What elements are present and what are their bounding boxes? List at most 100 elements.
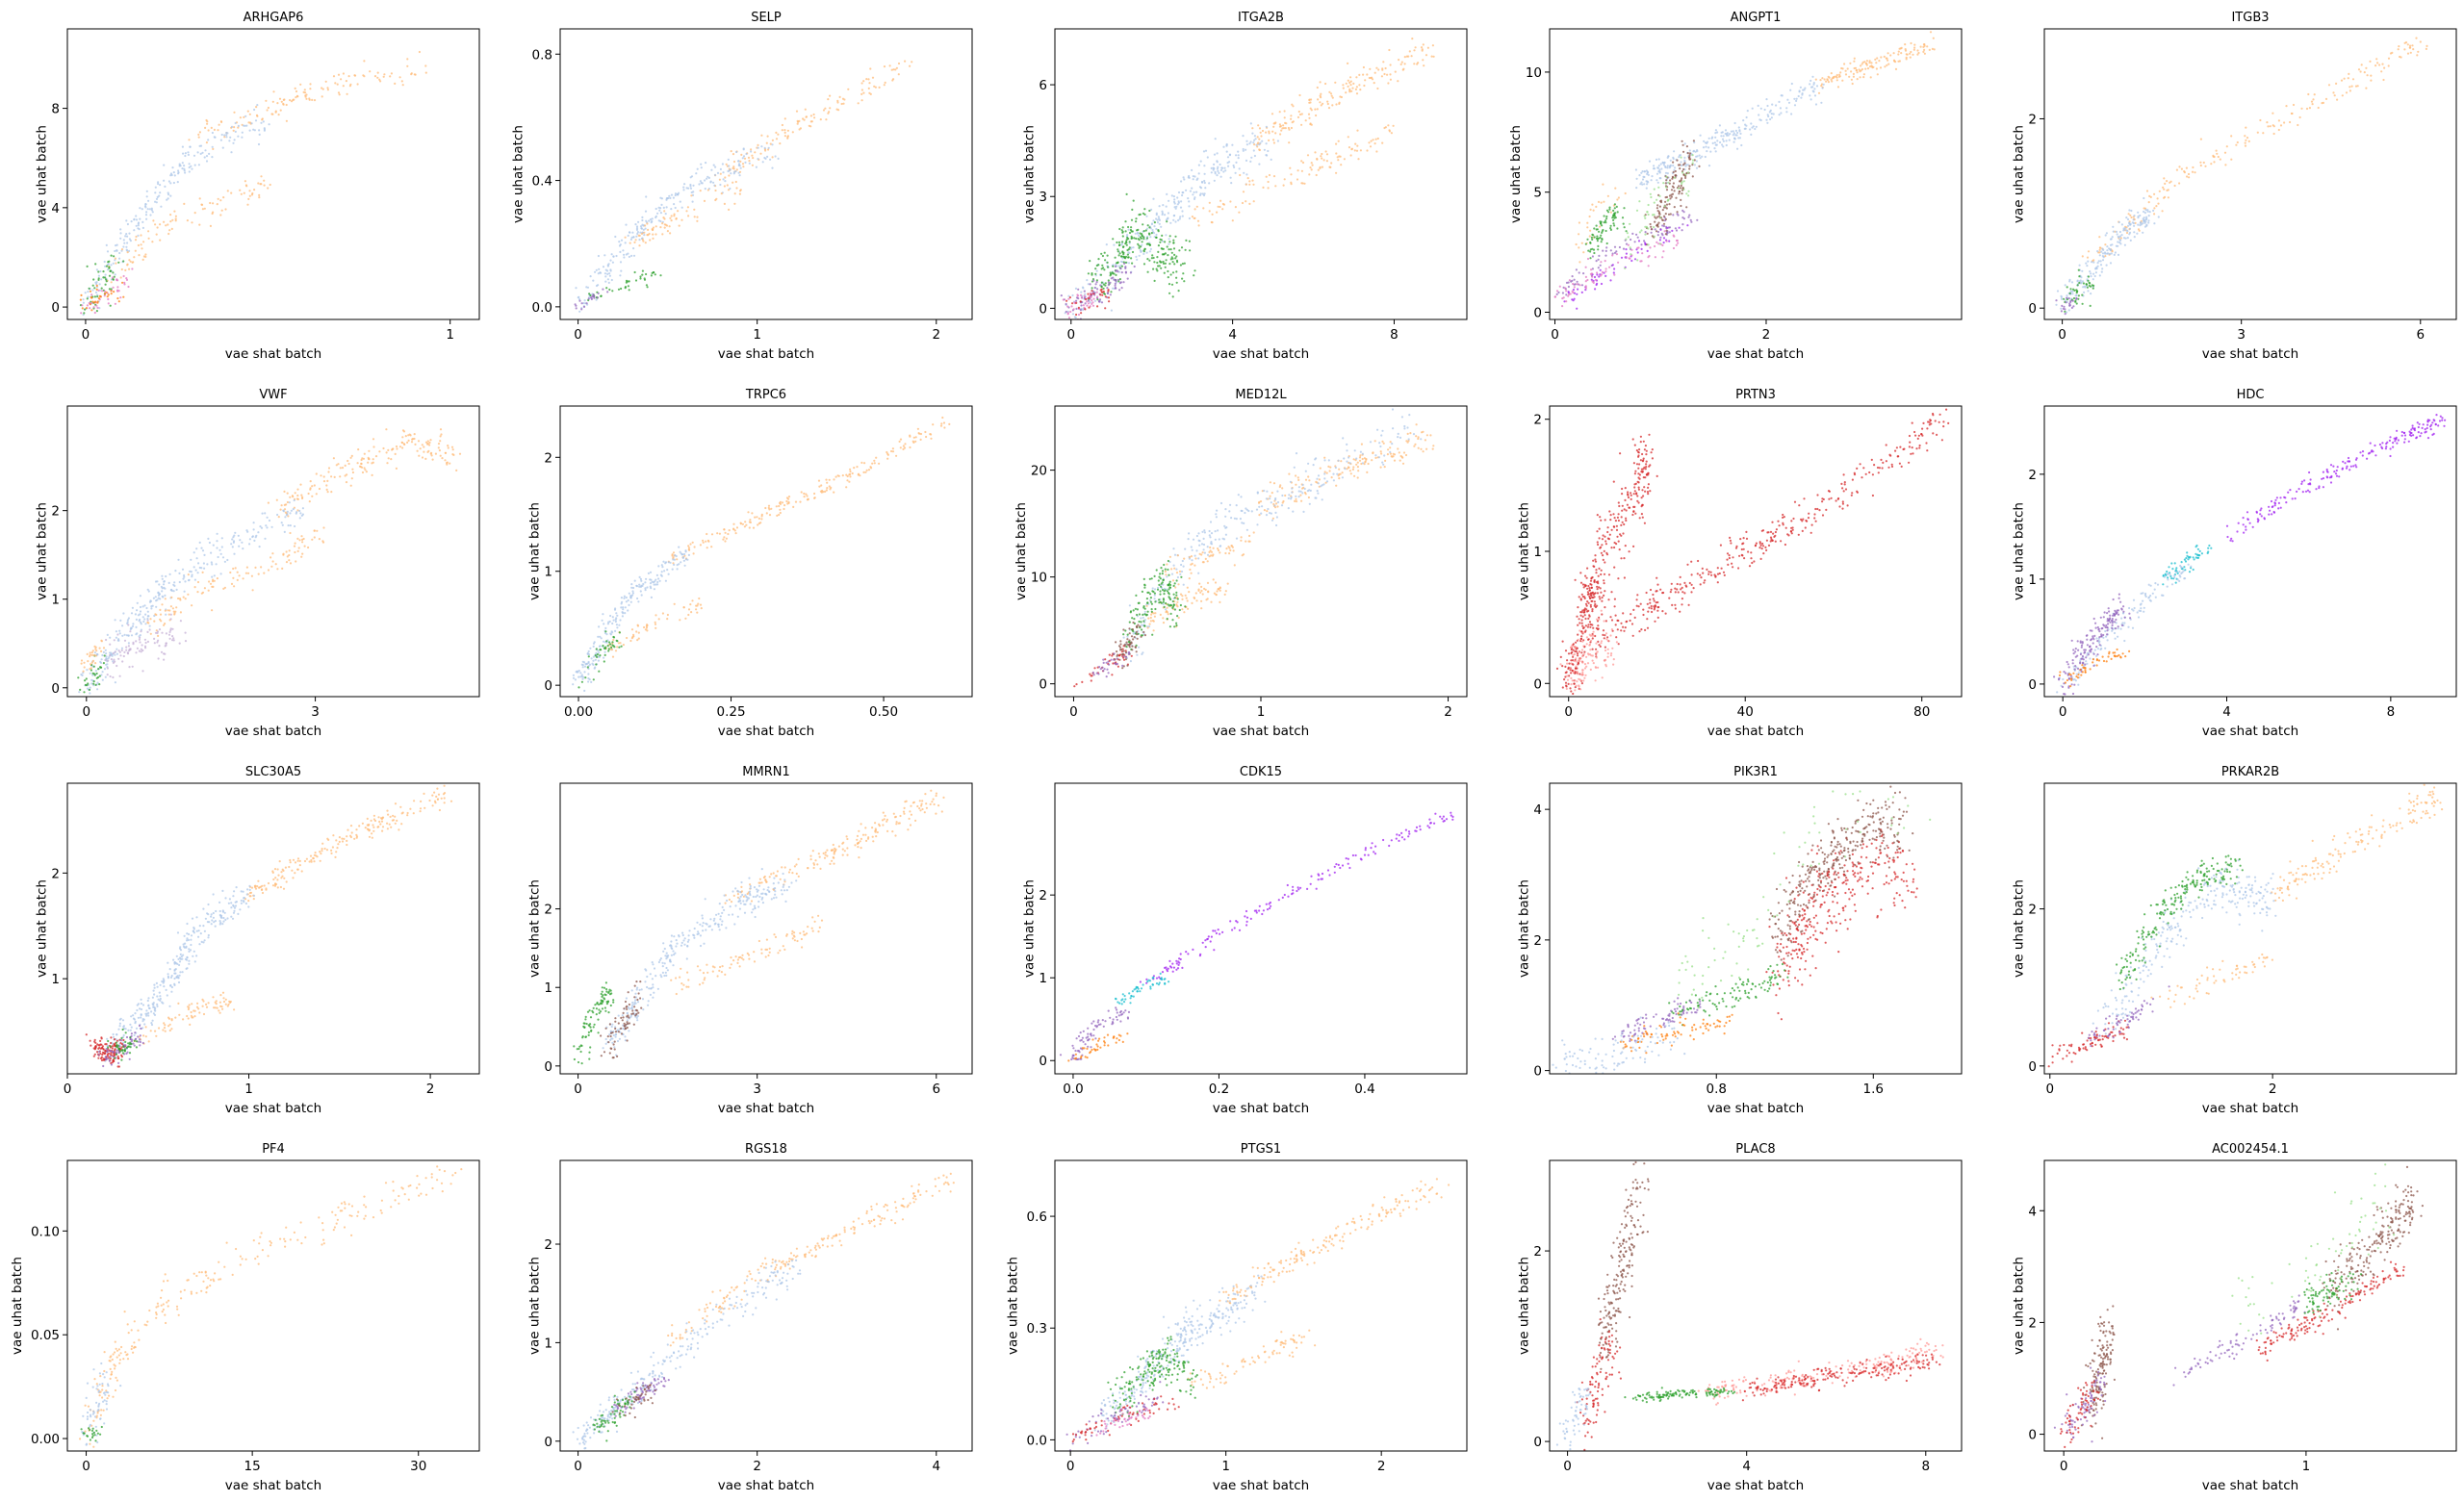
data-point bbox=[2072, 296, 2076, 300]
data-point bbox=[1675, 229, 1679, 232]
data-point bbox=[1661, 243, 1664, 247]
data-point bbox=[1624, 191, 1627, 195]
x-tick-label: 0.25 bbox=[717, 704, 746, 720]
data-point bbox=[699, 180, 703, 183]
data-point bbox=[97, 270, 100, 273]
data-point bbox=[783, 129, 786, 132]
data-point bbox=[1323, 471, 1326, 473]
data-point bbox=[1643, 170, 1646, 173]
data-point bbox=[139, 641, 141, 644]
data-point bbox=[1645, 243, 1649, 246]
data-point bbox=[1084, 302, 1087, 305]
data-point bbox=[112, 262, 115, 265]
data-point bbox=[2073, 289, 2076, 292]
data-point bbox=[722, 538, 725, 541]
data-point bbox=[619, 642, 622, 645]
data-point bbox=[864, 471, 867, 473]
data-point bbox=[635, 228, 639, 231]
data-point bbox=[2082, 282, 2085, 285]
data-point bbox=[2143, 225, 2147, 228]
data-point bbox=[1310, 123, 1313, 126]
data-point bbox=[1092, 293, 1095, 295]
data-point bbox=[2298, 115, 2301, 119]
data-point bbox=[1922, 45, 1925, 49]
data-point bbox=[607, 649, 610, 652]
x-axis-label: vae shat batch bbox=[225, 724, 321, 739]
data-point bbox=[666, 618, 669, 621]
data-point bbox=[2230, 158, 2233, 161]
data-point bbox=[1373, 142, 1376, 145]
data-point bbox=[1609, 228, 1612, 231]
data-point bbox=[1645, 169, 1648, 172]
data-point bbox=[1411, 38, 1414, 40]
data-point bbox=[611, 616, 614, 619]
data-point bbox=[1413, 445, 1416, 447]
data-point bbox=[86, 265, 89, 267]
data-point bbox=[706, 532, 708, 536]
data-point bbox=[307, 546, 310, 549]
data-point bbox=[147, 199, 150, 202]
data-point bbox=[892, 68, 895, 71]
data-point bbox=[1602, 183, 1604, 186]
data-point bbox=[1623, 226, 1626, 229]
data-point bbox=[181, 167, 184, 170]
data-point bbox=[1657, 170, 1660, 173]
data-point bbox=[181, 568, 185, 571]
data-point bbox=[1657, 165, 1660, 167]
data-point bbox=[1813, 94, 1817, 97]
data-point bbox=[322, 480, 326, 483]
data-point bbox=[1618, 245, 1621, 249]
data-point bbox=[1584, 275, 1587, 278]
data-point bbox=[1822, 83, 1825, 86]
data-point bbox=[2118, 230, 2121, 234]
data-point bbox=[1657, 186, 1660, 189]
data-point bbox=[903, 446, 907, 449]
data-point bbox=[664, 213, 667, 216]
data-point bbox=[597, 649, 600, 652]
data-point bbox=[602, 613, 604, 616]
data-point bbox=[130, 220, 133, 223]
data-point bbox=[1667, 181, 1670, 184]
data-point bbox=[1104, 307, 1107, 310]
data-point bbox=[1242, 191, 1245, 193]
data-point bbox=[620, 239, 624, 242]
data-point bbox=[1311, 164, 1314, 166]
data-point bbox=[760, 134, 763, 137]
data-point bbox=[1657, 242, 1660, 245]
data-point bbox=[1812, 83, 1815, 86]
data-point bbox=[2245, 126, 2247, 129]
data-point bbox=[639, 577, 643, 581]
data-point bbox=[140, 234, 142, 237]
data-point bbox=[187, 151, 190, 154]
data-point bbox=[700, 166, 703, 169]
data-point bbox=[598, 625, 601, 628]
data-point bbox=[1160, 247, 1163, 250]
data-point bbox=[311, 538, 314, 541]
data-point bbox=[1740, 143, 1743, 147]
data-point bbox=[1765, 118, 1768, 121]
data-point bbox=[668, 194, 671, 197]
data-point bbox=[1099, 273, 1103, 276]
data-point bbox=[288, 501, 291, 504]
data-point bbox=[1353, 149, 1356, 152]
data-point bbox=[1758, 114, 1760, 116]
data-point bbox=[771, 156, 774, 159]
data-point bbox=[581, 664, 584, 667]
data-point bbox=[1155, 233, 1158, 237]
data-point bbox=[106, 663, 109, 666]
data-point bbox=[1835, 79, 1838, 82]
subplot-title: TRPC6 bbox=[745, 388, 786, 402]
data-point bbox=[2167, 196, 2169, 199]
data-point bbox=[1297, 110, 1300, 114]
data-point bbox=[598, 651, 601, 654]
data-point bbox=[727, 158, 730, 161]
data-point bbox=[1179, 264, 1182, 267]
data-point bbox=[1668, 240, 1671, 242]
data-point bbox=[1666, 156, 1669, 159]
data-point bbox=[198, 541, 201, 545]
data-point bbox=[1267, 187, 1270, 190]
data-point bbox=[932, 423, 935, 426]
data-point bbox=[90, 309, 93, 312]
data-point bbox=[1647, 265, 1650, 267]
data-point bbox=[661, 566, 664, 569]
